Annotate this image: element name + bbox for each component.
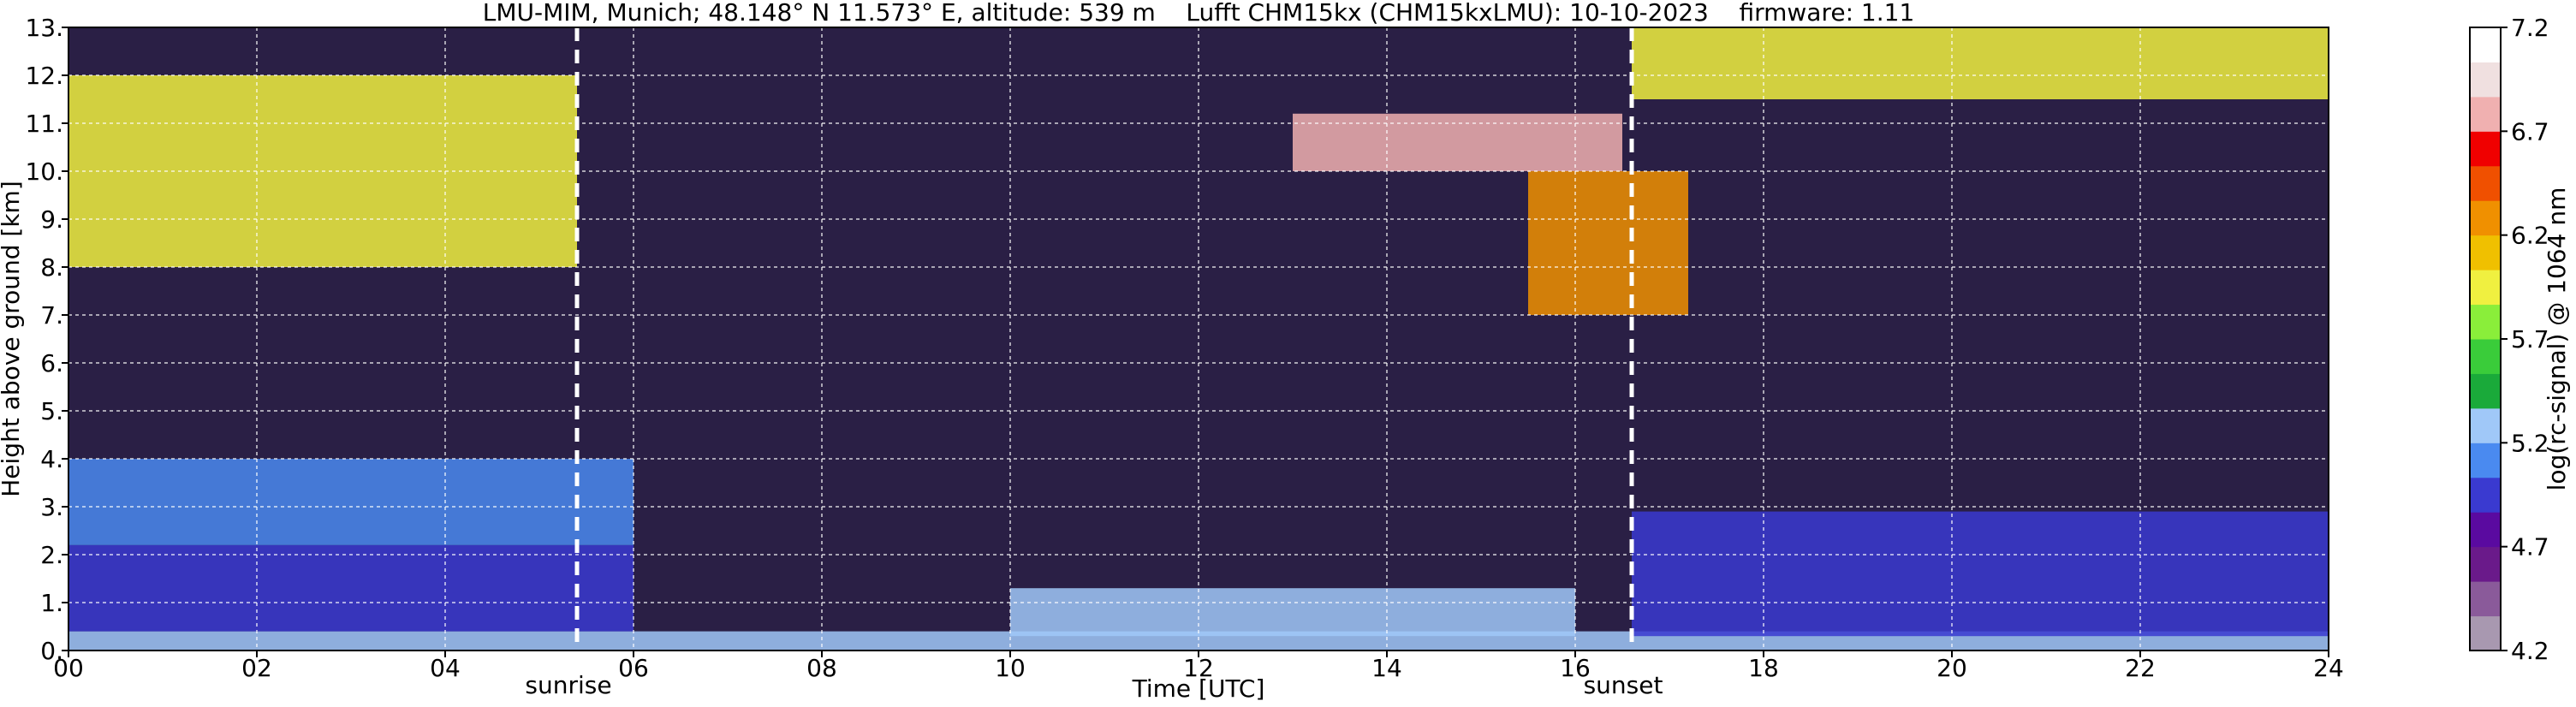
event-lines (574, 27, 1634, 651)
colorbar-segment (2470, 62, 2501, 98)
x-tick-label: 06 (618, 654, 649, 682)
y-tick-label: 8. (40, 253, 63, 282)
y-axis-label: Height above ground [km] (0, 181, 25, 497)
colorbar-tick-label: 5.2 (2511, 429, 2549, 457)
y-tick-label: 9. (40, 205, 63, 234)
colorbar-segment (2470, 131, 2501, 167)
x-tick-label: 00 (53, 654, 84, 682)
y-tick-label: 13. (25, 14, 63, 42)
colorbar-segment (2470, 96, 2501, 132)
y-tick-label: 4. (40, 445, 63, 473)
colorbar-tick-label: 4.7 (2511, 533, 2549, 561)
event-labels: sunrise sunset (525, 671, 1663, 699)
colorbar-ticks: 4.2 4.7 5.2 5.7 6.2 6.7 7.2 (2501, 14, 2549, 665)
grid-lines (68, 27, 2329, 651)
y-tick-label: 5. (40, 397, 63, 425)
signal-layer-3 (1010, 588, 1575, 637)
event-label-sunrise: sunrise (525, 671, 611, 699)
y-tick-label: 1. (40, 589, 63, 617)
colorbar-segment (2470, 373, 2501, 409)
colorbar-segment (2470, 615, 2501, 651)
y-tick-label: 2. (40, 541, 63, 569)
x-tick-label: 16 (1560, 654, 1591, 682)
y-tick-label: 0. (40, 637, 63, 665)
colorbar-segment (2470, 512, 2501, 548)
signal-layer-2 (68, 459, 634, 545)
signal-layer-7 (1632, 27, 2329, 99)
colorbar-segment (2470, 165, 2501, 201)
x-tick-label: 22 (2125, 654, 2156, 682)
y-tick-label: 12. (25, 62, 63, 90)
colorbar-segment (2470, 235, 2501, 270)
y-tick-label: 10. (25, 157, 63, 186)
colorbar-segment (2470, 270, 2501, 306)
colorbar-segment (2470, 304, 2501, 340)
colorbar-tick-label: 6.7 (2511, 117, 2549, 146)
signal-layer-1 (68, 544, 634, 632)
x-tick-label: 14 (1371, 654, 1402, 682)
y-axis-ticks: 0. 1. 2. 3. 4. 5. 6. 7. 8. 9. 10. 11. 12. 13. (25, 14, 68, 665)
x-tick-label: 02 (241, 654, 272, 682)
colorbar-segment (2470, 443, 2501, 478)
colorbar-fill (2470, 27, 2501, 651)
y-tick-label: 11. (25, 110, 63, 138)
chart-title: LMU-MIM, Munich; 48.148° N 11.573° E, al… (483, 0, 1915, 27)
colorbar-tick-label: 7.2 (2511, 14, 2549, 42)
colorbar-tick-label: 5.7 (2511, 325, 2549, 354)
colorbar-tick-label: 6.2 (2511, 222, 2549, 250)
colorbar-segment (2470, 27, 2501, 62)
colorbar-tick-label: 4.2 (2511, 637, 2549, 665)
colorbar-segment (2470, 581, 2501, 617)
x-tick-label: 18 (1748, 654, 1779, 682)
x-axis-label: Time [UTC] (1132, 674, 1265, 703)
colorbar-label: log(rc-signal) @ 1064 nm (2543, 187, 2571, 491)
x-tick-label: 04 (430, 654, 461, 682)
colorbar-segment (2470, 200, 2501, 236)
colorbar-segment (2470, 546, 2501, 582)
x-tick-label: 20 (1936, 654, 1967, 682)
colorbar-segment (2470, 477, 2501, 513)
signal-layer-8 (1293, 113, 1622, 171)
x-tick-label: 24 (2313, 654, 2344, 682)
colorbar-segment (2470, 407, 2501, 443)
signal-layers (68, 27, 2329, 651)
x-tick-label: 10 (995, 654, 1026, 682)
y-tick-label: 6. (40, 349, 63, 377)
colorbar-segment (2470, 339, 2501, 374)
signal-layer-6 (1528, 171, 1688, 315)
y-tick-label: 7. (40, 301, 63, 330)
x-tick-label: 08 (806, 654, 837, 682)
y-tick-label: 3. (40, 493, 63, 521)
signal-layer-4 (1632, 511, 2329, 637)
plot-area (68, 27, 2329, 651)
x-axis-ticks: 00 02 04 06 08 10 12 14 16 18 20 22 24 (53, 651, 2344, 682)
event-label-sunset: sunset (1584, 671, 1663, 699)
colorbar: 4.2 4.7 5.2 5.7 6.2 6.7 7.2 log(rc-signal) @ 1… (2469, 14, 2571, 665)
x-tick-label: 12 (1183, 654, 1214, 682)
